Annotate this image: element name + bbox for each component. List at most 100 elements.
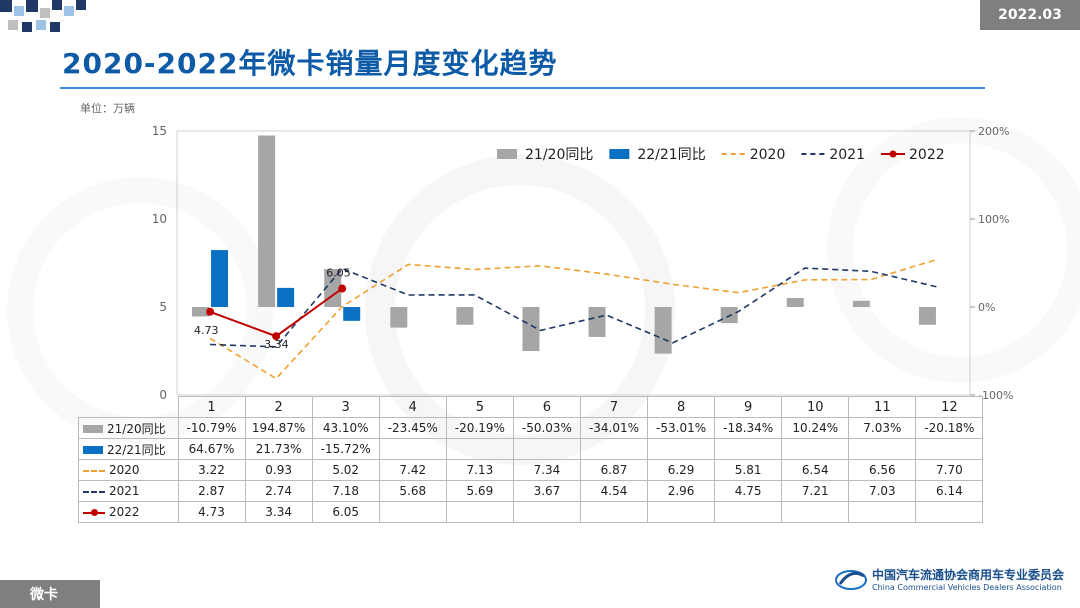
bar: [786, 297, 804, 307]
bar: [258, 135, 276, 307]
plot-area: [176, 130, 971, 396]
table-cell: -20.18%: [915, 417, 984, 439]
table-cell: 43.10%: [311, 417, 380, 439]
table-series-name: 21/20同比: [107, 421, 166, 436]
table-cell: 7.70: [915, 459, 984, 481]
table-series-name: 2021: [109, 484, 140, 498]
table-cell: [579, 438, 649, 460]
table-category: 12: [915, 396, 984, 418]
table-category: 2: [244, 396, 313, 418]
table-cell: [647, 438, 716, 460]
legend-swatch: [497, 149, 517, 159]
table-cell: [714, 501, 783, 523]
table-cell: [915, 501, 984, 523]
data-label: 6.05: [326, 267, 351, 280]
bar: [654, 307, 672, 354]
table-cell: [647, 501, 716, 523]
y-right-tick: 0%: [978, 301, 995, 314]
table-row-header: 2021: [78, 480, 179, 502]
table-cell: 4.75: [714, 480, 783, 502]
bar: [192, 307, 210, 317]
bar: [277, 287, 295, 307]
series-line: [209, 267, 938, 348]
table-cell: [445, 438, 514, 460]
table-cell: 6.05: [311, 501, 380, 523]
legend-label: 2021: [829, 147, 865, 163]
bar: [588, 307, 606, 337]
table-category: 7: [579, 396, 649, 418]
table-category: 5: [445, 396, 514, 418]
table-swatch: [83, 425, 103, 433]
table-swatch-marker: [91, 508, 98, 516]
title-divider: [60, 87, 985, 89]
table-cell: [848, 438, 917, 460]
table-cell: 6.14: [915, 480, 984, 502]
table-row-header: 2020: [78, 459, 179, 481]
table-cell: 2.96: [647, 480, 716, 502]
table-cell: 7.18: [311, 480, 380, 502]
org-logo-icon: [834, 570, 867, 590]
data-label: 4.73: [194, 324, 219, 337]
org-name-en: China Commercial Vehicles Dealers Associ…: [871, 583, 1062, 592]
legend-marker: [889, 150, 897, 158]
table-row: 22/21同比 64.67% 21.73% -15.72%: [78, 438, 984, 460]
table-header-row: 1 2 3 4 5 6 7 8 9 10 11 12: [78, 396, 984, 418]
y-right-tick: 200%: [978, 125, 1009, 138]
table-category: 1: [177, 396, 246, 418]
table-cell: [579, 501, 649, 523]
table-cell: -10.79%: [177, 417, 246, 439]
table-cell: 4.54: [579, 480, 649, 502]
org-name-cn: 中国汽车流通协会商用车专业委员会: [871, 568, 1064, 582]
y-left-tick: 0: [159, 388, 167, 402]
table-row: 2022 4.73 3.34 6.05: [78, 501, 984, 523]
table-cell: 5.69: [445, 480, 514, 502]
table-cell: [714, 438, 783, 460]
table-cell: -34.01%: [579, 417, 649, 439]
y-left-tick: 10: [152, 212, 167, 226]
table-cell: 5.02: [311, 459, 380, 481]
table-cell: [848, 501, 917, 523]
legend-label: 21/20同比: [525, 147, 593, 163]
table-cell: 5.68: [378, 480, 447, 502]
series-point: [272, 332, 281, 341]
bar: [522, 307, 540, 352]
table-cell: [781, 501, 850, 523]
table-row: 2021 2.87 2.74 7.18 5.68 5.69 3.67 4.54 2.96 4.75…: [78, 480, 984, 502]
table-cell: 3.34: [244, 501, 313, 523]
table-series-name: 2022: [109, 505, 140, 519]
table-cell: 7.42: [378, 459, 447, 481]
data-label: 3.34: [264, 338, 289, 351]
table-cell: -53.01%: [647, 417, 716, 439]
org-logo: 中国汽车流通协会商用车专业委员会 China Commercial Vehicl…: [834, 566, 1064, 592]
footer-tag: 微卡: [0, 580, 100, 608]
table-cell: 7.03: [848, 480, 917, 502]
legend-swatch: [609, 149, 630, 159]
table-cell: 3.67: [512, 480, 581, 502]
legend-label: 22/21同比: [637, 147, 705, 163]
table-row: 2020 3.22 0.93 5.02 7.42 7.13 7.34 6.87 6.29 5.81…: [78, 459, 984, 481]
table-swatch: [83, 508, 105, 516]
table-cell: [378, 501, 447, 523]
table-cell: 7.21: [781, 480, 850, 502]
table-cell: 6.56: [848, 459, 917, 481]
table-cell: 3.22: [177, 459, 246, 481]
table-cell: 7.03%: [848, 417, 917, 439]
legend-label: 2020: [750, 147, 786, 163]
table-cell: 4.73: [177, 501, 246, 523]
bar: [852, 300, 870, 307]
table-cell: 2.74: [244, 480, 313, 502]
y-left-tick: 15: [152, 124, 167, 138]
table-series-name: 2020: [109, 463, 140, 477]
table-cell: 2.87: [177, 480, 246, 502]
table-category: 8: [647, 396, 716, 418]
corner-decoration: [0, 0, 90, 40]
table-cell: 194.87%: [244, 417, 313, 439]
table-cell: -50.03%: [512, 417, 581, 439]
table-swatch: [83, 490, 105, 493]
table-row: 21/20同比 -10.79% 194.87% 43.10% -23.45% -20.19…: [78, 417, 984, 439]
table-category: 6: [512, 396, 581, 418]
table-category: 10: [781, 396, 850, 418]
data-table: 1 2 3 4 5 6 7 8 9 10 11 12 21/20同比 -10.79% 194.87% 43.1…: [78, 396, 984, 523]
table-row-header: 2022: [78, 501, 179, 523]
